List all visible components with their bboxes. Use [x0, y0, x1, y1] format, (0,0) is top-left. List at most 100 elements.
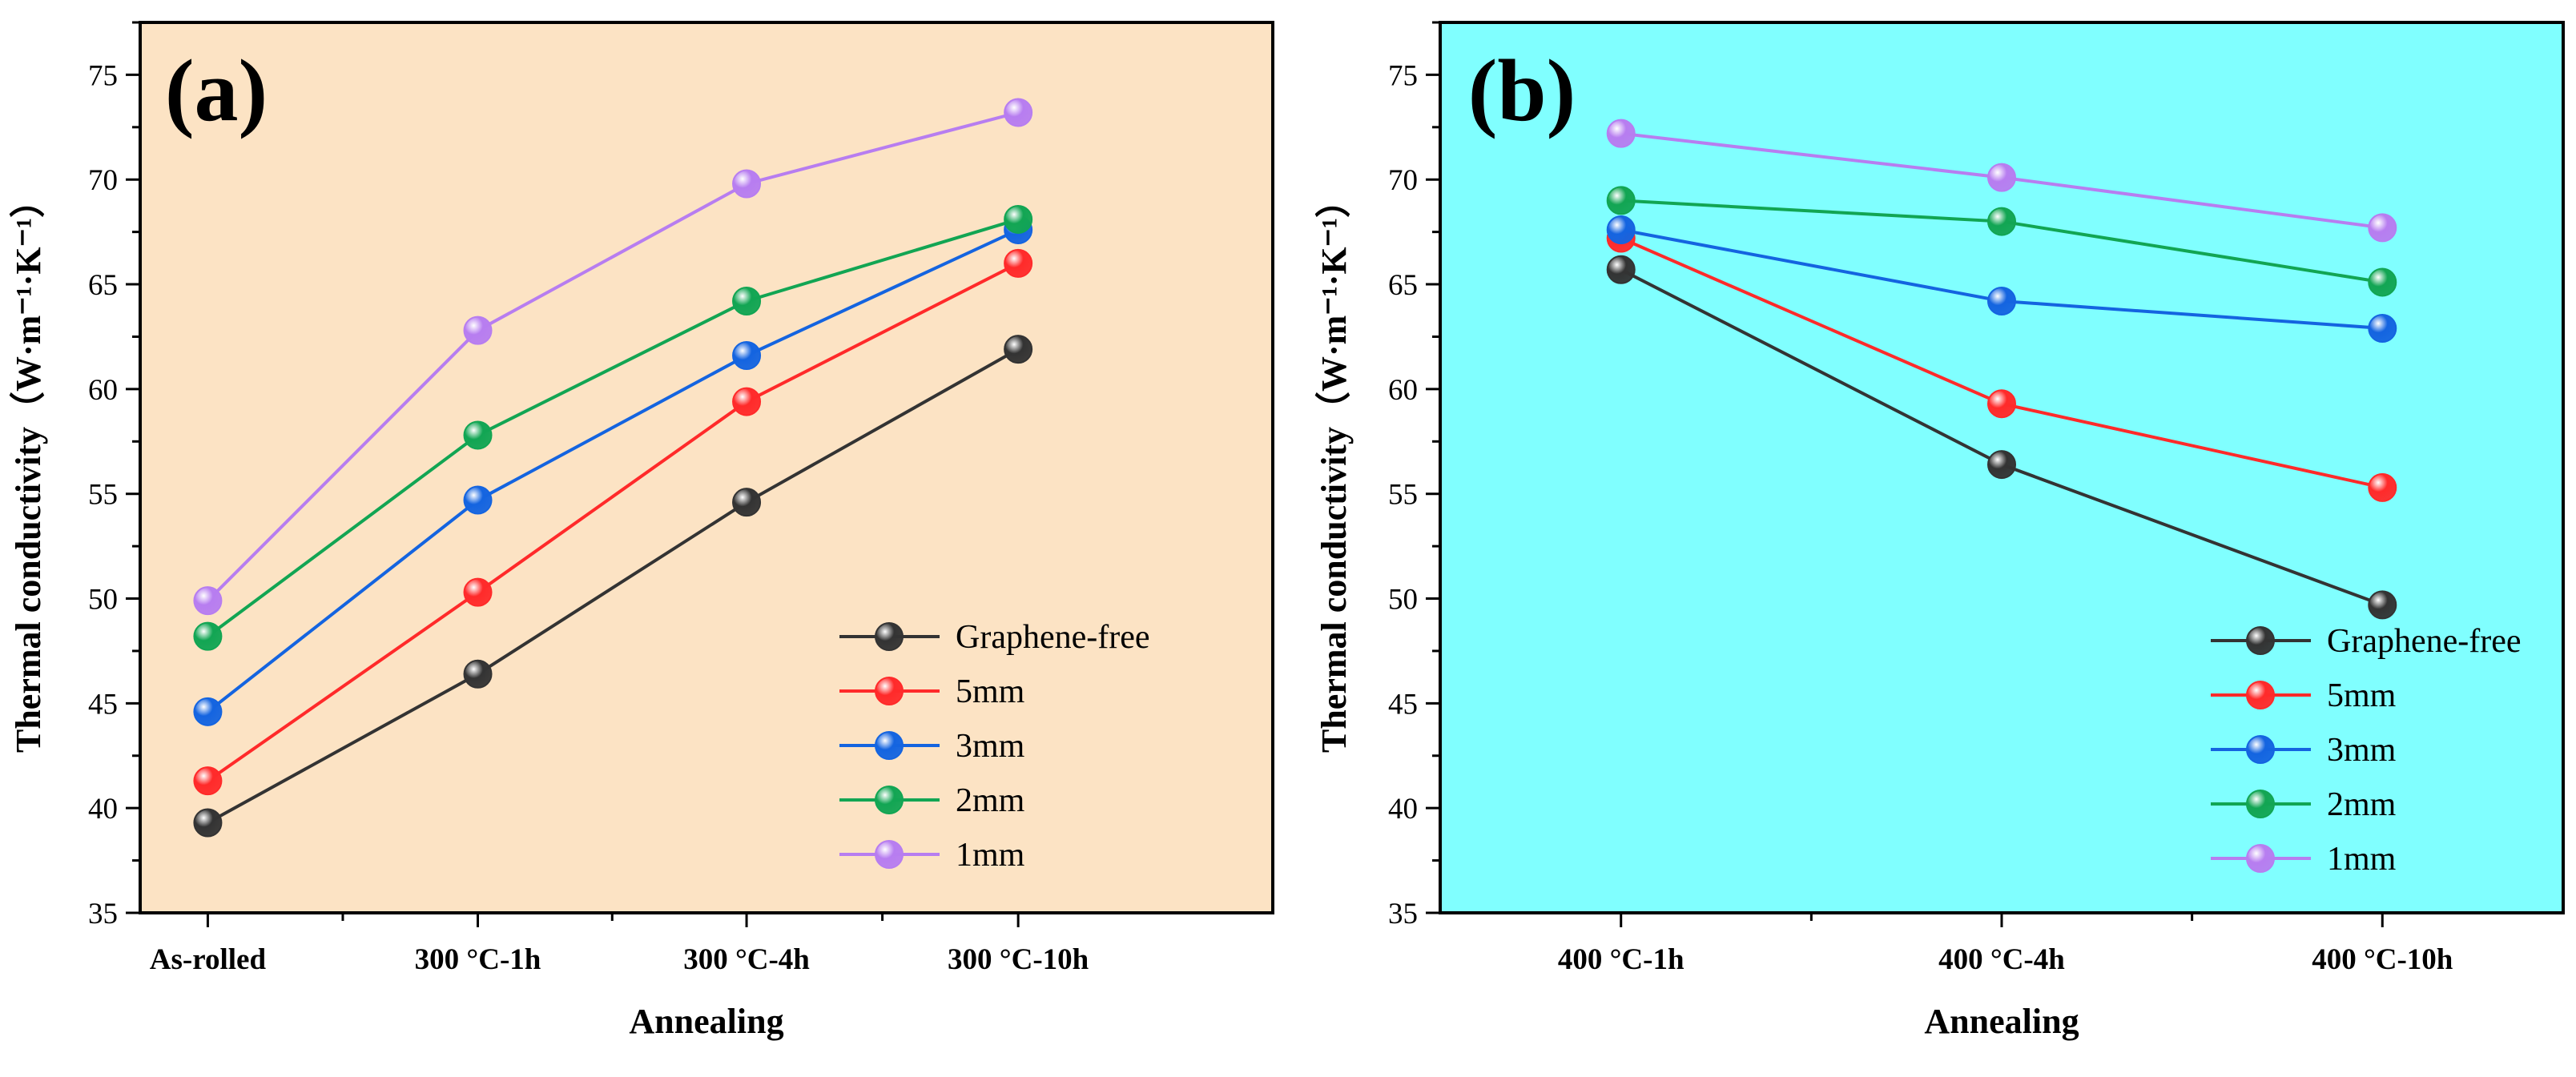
data-point	[463, 420, 493, 450]
data-point	[1606, 255, 1636, 284]
data-point	[2368, 590, 2397, 620]
series-line	[207, 262, 1020, 782]
data-point	[732, 341, 762, 371]
series-1mm	[1606, 119, 2397, 243]
legend-marker	[875, 840, 904, 869]
data-point	[2368, 472, 2397, 502]
plot-background	[140, 22, 1273, 913]
y-tick-label: 50	[88, 584, 118, 617]
legend-marker	[875, 731, 904, 760]
legend-item-3mm: 3mm	[2211, 732, 2397, 769]
y-tick-label: 75	[88, 59, 118, 92]
data-point	[2368, 314, 2397, 344]
data-point	[1987, 163, 2016, 192]
legend: Graphene-free 5mm 3mm 2mm 1mm	[839, 619, 1149, 874]
series-3mm	[1606, 215, 2397, 344]
data-point	[1004, 98, 1033, 127]
y-tick-label: 50	[1388, 584, 1418, 617]
data-point	[732, 488, 762, 517]
y-tick-label: 65	[1388, 269, 1418, 302]
x-axis-title: Annealing	[629, 1002, 783, 1041]
legend-label: 1mm	[956, 837, 1025, 874]
data-point	[732, 387, 762, 416]
legend-marker	[875, 677, 904, 705]
legend-item-5mm: 5mm	[839, 673, 1025, 710]
y-axis-title: Thermal conductivity（W·m⁻¹·K⁻¹）	[1314, 183, 1354, 753]
data-point	[1606, 186, 1636, 215]
series-line	[207, 218, 1019, 638]
data-point	[1987, 389, 2016, 419]
data-point	[1606, 215, 1636, 245]
legend-label: 5mm	[956, 673, 1025, 710]
y-tick-label: 40	[1388, 793, 1418, 826]
data-point	[463, 659, 493, 689]
panel-label: (a)	[165, 42, 268, 139]
x-axis-title: Annealing	[1924, 1002, 2079, 1041]
y-tick-label: 55	[88, 479, 118, 512]
legend-marker	[2246, 844, 2275, 873]
legend: Graphene-free 5mm 3mm 2mm 1mm	[2211, 623, 2521, 878]
y-axis: 35 40 45 50 55 60 65 70 75	[88, 21, 140, 930]
y-tick-label: 70	[88, 164, 118, 197]
legend-label: 2mm	[956, 782, 1025, 819]
series-5mm	[193, 248, 1033, 796]
panel-a: 35 40 45 50 55 60 65 70 75 As-rolled 300 °C-1h 300 …	[9, 21, 1274, 1041]
data-point	[463, 577, 493, 607]
data-point	[732, 169, 762, 199]
series-1mm	[193, 98, 1033, 616]
legend-label: 2mm	[2327, 786, 2397, 823]
plot-frame	[1439, 21, 2565, 914]
legend-marker	[2246, 681, 2275, 709]
x-tick-label: 300 °C-10h	[948, 943, 1089, 976]
legend-item-2mm: 2mm	[2211, 786, 2397, 823]
y-tick-label: 55	[1388, 479, 1418, 512]
y-tick-label: 65	[88, 269, 118, 302]
legend-label: Graphene-free	[2327, 623, 2521, 660]
data-point	[1987, 207, 2016, 236]
series-graphene-free	[1606, 255, 2397, 620]
data-point	[1004, 248, 1033, 278]
y-tick-label: 70	[1388, 164, 1418, 197]
x-tick-label: 300 °C-1h	[415, 943, 541, 976]
data-point	[1004, 335, 1033, 364]
data-point	[2368, 267, 2397, 297]
x-tick-label: 300 °C-4h	[683, 943, 810, 976]
series-line	[207, 111, 1019, 602]
x-tick-label: 400 °C-10h	[2312, 943, 2453, 976]
data-point	[1606, 119, 1636, 148]
y-tick-label: 45	[1388, 688, 1418, 721]
legend-item-5mm: 5mm	[2211, 677, 2397, 714]
legend-marker	[875, 786, 904, 814]
series-2mm	[1606, 186, 2397, 297]
data-point	[193, 766, 223, 796]
legend-marker	[2246, 790, 2275, 818]
legend-item-1mm: 1mm	[2211, 841, 2397, 878]
legend-label: 3mm	[956, 728, 1025, 765]
x-tick-label: As-rolled	[150, 943, 267, 976]
y-tick-label: 35	[88, 898, 118, 930]
plot-frame	[139, 21, 1274, 914]
y-tick-label: 60	[88, 374, 118, 407]
y-tick-label: 40	[88, 793, 118, 826]
data-point	[193, 808, 223, 838]
legend-item-1mm: 1mm	[839, 837, 1025, 874]
legend-label: 3mm	[2327, 732, 2397, 769]
data-point	[2368, 213, 2397, 243]
series-graphene-free	[193, 335, 1033, 838]
panel-label: (b)	[1468, 42, 1576, 139]
legend-label: 1mm	[2327, 841, 2397, 878]
series-line	[207, 228, 1019, 713]
data-point	[193, 697, 223, 726]
legend-item-2mm: 2mm	[839, 782, 1025, 819]
data-point	[1987, 286, 2016, 315]
data-point	[463, 485, 493, 515]
y-tick-label: 60	[1388, 374, 1418, 407]
legend-label: 5mm	[2327, 677, 2397, 714]
x-tick-label: 400 °C-4h	[1938, 943, 2065, 976]
legend-item-graphene-free: Graphene-free	[2211, 623, 2521, 660]
x-tick-label: 400 °C-1h	[1558, 943, 1684, 976]
series-2mm	[193, 204, 1033, 651]
data-point	[732, 286, 762, 315]
